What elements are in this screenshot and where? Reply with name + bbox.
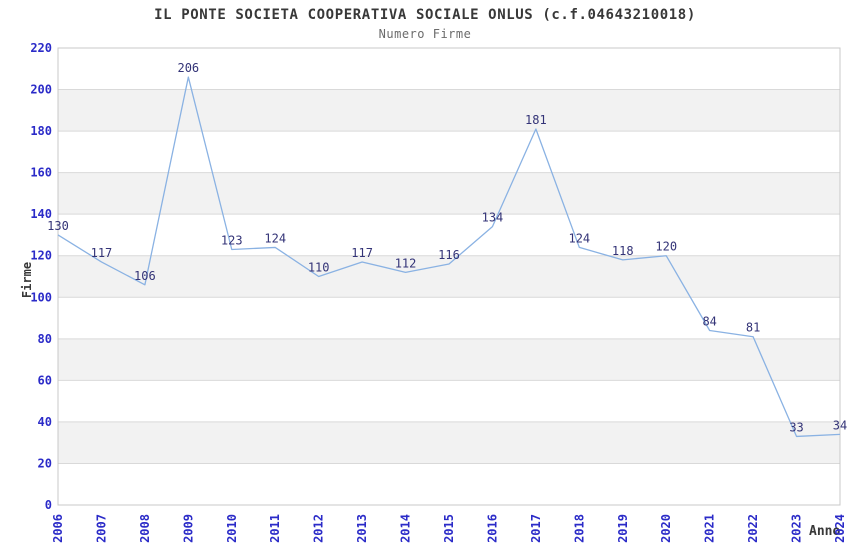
x-tick-label: 2023 — [790, 514, 804, 543]
x-tick-label: 2017 — [529, 514, 543, 543]
y-tick-label: 20 — [38, 456, 52, 470]
y-tick-label: 40 — [38, 415, 52, 429]
series-line — [57, 76, 841, 438]
data-point-label: 33 — [789, 420, 803, 434]
grid-band — [58, 255, 840, 298]
data-point-label: 123 — [221, 233, 243, 247]
grid-band — [58, 463, 840, 505]
data-point-label: 112 — [395, 256, 417, 270]
x-tick-label: 2022 — [746, 514, 760, 543]
x-tick-label: 2008 — [138, 514, 152, 543]
data-point-label: 106 — [134, 269, 156, 283]
y-tick-label: 140 — [30, 207, 52, 221]
x-tick-label: 2021 — [703, 514, 717, 543]
grid-band — [58, 89, 840, 132]
x-tick-label: 2020 — [659, 514, 673, 543]
data-point-label: 110 — [308, 261, 330, 275]
data-point-label: 116 — [438, 248, 460, 262]
data-point-label: 120 — [655, 240, 677, 254]
data-point-label: 124 — [264, 231, 286, 245]
data-point-label: 124 — [568, 231, 590, 245]
y-tick-label: 120 — [30, 249, 52, 263]
data-point-label: 81 — [746, 321, 760, 335]
x-tick-label: 2015 — [442, 514, 456, 543]
x-axis-title: Anno — [809, 524, 841, 539]
data-point-label: 34 — [833, 418, 847, 432]
data-point-label: 84 — [702, 315, 716, 329]
y-tick-label: 0 — [45, 498, 52, 512]
y-tick-label: 80 — [38, 332, 52, 346]
grid-band — [58, 48, 840, 90]
plot-border — [57, 47, 841, 506]
y-tick-label: 160 — [30, 166, 52, 180]
y-tick-label: 220 — [30, 41, 52, 55]
data-point-label: 117 — [351, 246, 373, 260]
data-point-label: 118 — [612, 244, 634, 258]
data-point-label: 134 — [482, 211, 504, 225]
data-point-label: 117 — [91, 246, 113, 260]
x-tick-label: 2018 — [572, 514, 586, 543]
grid-band — [58, 297, 840, 339]
y-tick-label: 100 — [30, 290, 52, 304]
x-tick-label: 2016 — [485, 514, 499, 543]
data-point-label: 206 — [177, 61, 199, 75]
x-tick-label: 2010 — [225, 514, 239, 543]
x-tick-label: 2007 — [94, 514, 108, 543]
grid-band — [58, 338, 840, 381]
x-tick-label: 2014 — [399, 514, 413, 543]
grid-band — [58, 421, 840, 464]
x-tick-label: 2024 — [833, 514, 847, 543]
x-tick-label: 2006 — [51, 514, 65, 543]
x-tick-label: 2011 — [268, 514, 282, 543]
x-tick-label: 2019 — [616, 514, 630, 543]
chart-subtitle: Numero Firme — [378, 27, 472, 41]
data-point-label: 130 — [47, 219, 69, 233]
x-tick-label: 2012 — [312, 514, 326, 543]
grid-band — [58, 131, 840, 173]
grid-band — [58, 214, 840, 256]
y-tick-label: 180 — [30, 124, 52, 138]
grid-band — [58, 172, 840, 215]
x-tick-label: 2009 — [181, 514, 195, 543]
y-tick-label: 200 — [30, 83, 52, 97]
data-point-label: 181 — [525, 113, 547, 127]
grid-band — [58, 380, 840, 422]
x-tick-label: 2013 — [355, 514, 369, 543]
chart-title: IL PONTE SOCIETA COOPERATIVA SOCIALE ONL… — [154, 7, 696, 23]
y-tick-label: 60 — [38, 373, 52, 387]
